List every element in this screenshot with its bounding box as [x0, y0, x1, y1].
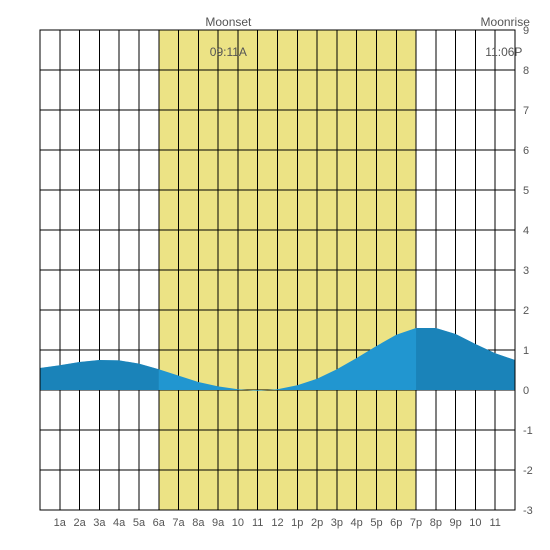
x-tick-label: 5p [370, 517, 382, 529]
y-tick-label: 7 [523, 105, 529, 117]
x-tick-label: 8p [430, 517, 442, 529]
x-tick-label: 4a [113, 517, 126, 529]
x-tick-label: 2p [311, 517, 323, 529]
x-tick-label: 12 [271, 517, 283, 529]
moonset-title: Moonset [205, 15, 251, 29]
x-tick-label: 6p [390, 517, 402, 529]
x-tick-label: 8a [192, 517, 205, 529]
x-tick-label: 10 [469, 517, 481, 529]
x-tick-label: 6a [153, 517, 166, 529]
x-tick-label: 4p [351, 517, 363, 529]
y-tick-label: 4 [523, 225, 529, 237]
moonset-annotation: Moonset 09:11A [192, 0, 252, 75]
moonrise-time: 11:06P [485, 45, 522, 59]
moonrise-title: Moonrise [481, 15, 530, 29]
x-tick-label: 9p [450, 517, 462, 529]
y-tick-label: 0 [523, 385, 529, 397]
y-tick-label: 5 [523, 185, 529, 197]
x-tick-label: 9a [212, 517, 225, 529]
x-tick-label: 5a [133, 517, 146, 529]
y-tick-label: -1 [523, 425, 533, 437]
x-tick-label: 1p [291, 517, 303, 529]
tide-chart: Moonset 09:11A Moonrise 11:06P 1a2a3a4a5… [0, 0, 550, 550]
moonset-time: 09:11A [210, 45, 247, 59]
x-tick-label: 10 [232, 517, 244, 529]
y-tick-label: -3 [523, 505, 533, 517]
chart-svg: 1a2a3a4a5a6a7a8a9a1011121p2p3p4p5p6p7p8p… [0, 0, 550, 550]
x-tick-label: 7p [410, 517, 422, 529]
y-tick-label: 6 [523, 145, 529, 157]
x-tick-label: 1a [54, 517, 67, 529]
x-tick-label: 11 [252, 517, 263, 529]
y-tick-label: 2 [523, 305, 529, 317]
x-tick-label: 7a [172, 517, 185, 529]
y-tick-label: 3 [523, 265, 529, 277]
moonrise-annotation: Moonrise 11:06P [467, 0, 527, 75]
x-tick-label: 3a [93, 517, 106, 529]
y-tick-label: -2 [523, 465, 533, 477]
x-tick-label: 2a [73, 517, 86, 529]
x-tick-label: 11 [489, 517, 500, 529]
x-tick-label: 3p [331, 517, 343, 529]
y-tick-label: 1 [523, 345, 529, 357]
